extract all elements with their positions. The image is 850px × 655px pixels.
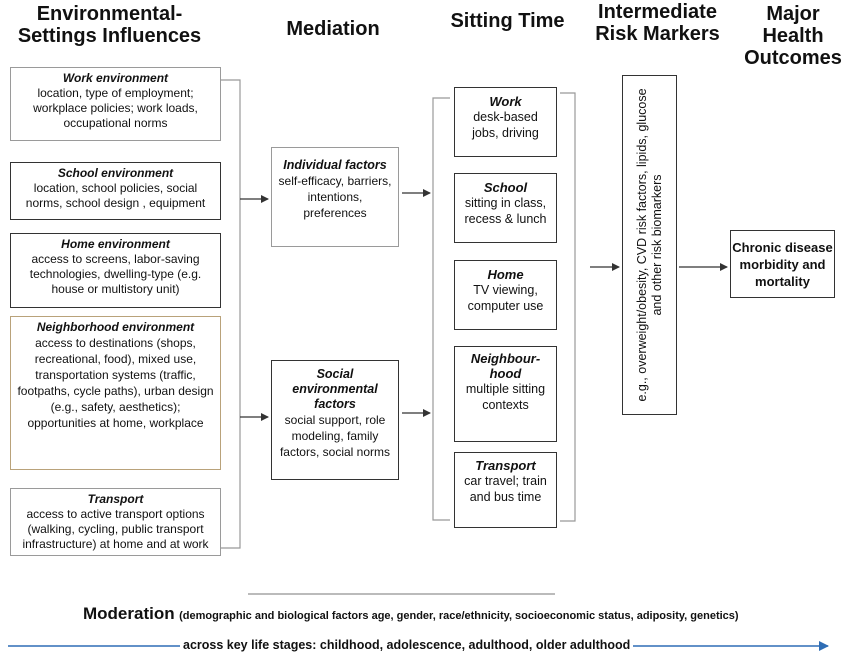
sitting-transport-title: Transport xyxy=(475,458,536,473)
sitting-school-title: School xyxy=(483,180,528,195)
box-chronic-disease-outcome: Chronic disease morbidity and mortality xyxy=(730,230,835,298)
social-factors-title: Social environmental factors xyxy=(292,367,378,411)
work-environment-body: location, type of employment; workplace … xyxy=(33,86,198,130)
box-transport-environment: Transport access to active transport opt… xyxy=(10,488,221,556)
sitting-transport-body: car travel; train and bus time xyxy=(464,474,547,504)
sitting-right-bracket xyxy=(560,92,576,522)
box-individual-factors: Individual factors self-efficacy, barrie… xyxy=(271,147,399,247)
box-social-environmental-factors: Social environmental factors social supp… xyxy=(271,360,399,480)
sitting-work-title: Work xyxy=(489,94,522,109)
header-environmental: Environmental- Settings Influences xyxy=(17,3,202,47)
box-risk-markers: e.g., overweight/obesity, CVD risk facto… xyxy=(622,75,677,415)
moderation-title: Moderation xyxy=(83,604,175,623)
sitting-home-body: TV viewing, computer use xyxy=(467,283,544,313)
sitting-neighbourhood-title: Neighbour-hood xyxy=(470,351,541,381)
box-sitting-home: Home TV viewing, computer use xyxy=(454,260,557,330)
individual-factors-body: self-efficacy, barriers, intentions, pre… xyxy=(278,174,392,220)
environment-bracket xyxy=(221,79,241,549)
box-school-environment: School environment location, school poli… xyxy=(10,162,221,220)
sitting-home-title: Home xyxy=(487,267,524,282)
box-sitting-work: Work desk-based jobs, driving xyxy=(454,87,557,157)
work-environment-title: Work environment xyxy=(62,71,169,85)
sitting-work-body: desk-based jobs, driving xyxy=(472,110,539,140)
sitting-neighbourhood-body: multiple sitting contexts xyxy=(465,382,546,412)
header-sitting-time: Sitting Time xyxy=(450,10,565,32)
box-neighborhood-environment: Neighborhood environment access to desti… xyxy=(10,316,221,470)
school-environment-body: location, school policies, social norms,… xyxy=(25,181,206,210)
box-sitting-neighbourhood: Neighbour-hood multiple sitting contexts xyxy=(454,346,557,442)
neighborhood-environment-title: Neighborhood environment xyxy=(36,320,195,334)
box-work-environment: Work environment location, type of emplo… xyxy=(10,67,221,141)
home-environment-body: access to screens, labor-saving technolo… xyxy=(29,252,202,296)
header-mediation: Mediation xyxy=(286,18,380,40)
life-stages-label: across key life stages: childhood, adole… xyxy=(180,638,634,652)
sitting-school-body: sitting in class, recess & lunch xyxy=(464,196,547,226)
social-factors-body: social support, role modeling, family fa… xyxy=(279,413,391,459)
moderation-line: Moderation (demographic and biological f… xyxy=(83,604,739,624)
transport-environment-title: Transport xyxy=(87,492,144,506)
home-environment-title: Home environment xyxy=(61,237,170,251)
header-major-health: Major Health Outcomes xyxy=(744,3,842,69)
box-home-environment: Home environment access to screens, labo… xyxy=(10,233,221,308)
transport-environment-body: access to active transport options (walk… xyxy=(22,507,209,551)
moderation-detail: (demographic and biological factors age,… xyxy=(179,610,739,622)
box-sitting-transport: Transport car travel; train and bus time xyxy=(454,452,557,528)
individual-factors-title: Individual factors xyxy=(283,158,387,172)
neighborhood-environment-body: access to destinations (shops, recreatio… xyxy=(17,336,214,430)
header-intermediate-risk: Intermediate Risk Markers xyxy=(595,1,720,45)
school-environment-title: School environment xyxy=(57,166,174,180)
box-sitting-school: School sitting in class, recess & lunch xyxy=(454,173,557,243)
sitting-left-bracket xyxy=(432,97,450,521)
